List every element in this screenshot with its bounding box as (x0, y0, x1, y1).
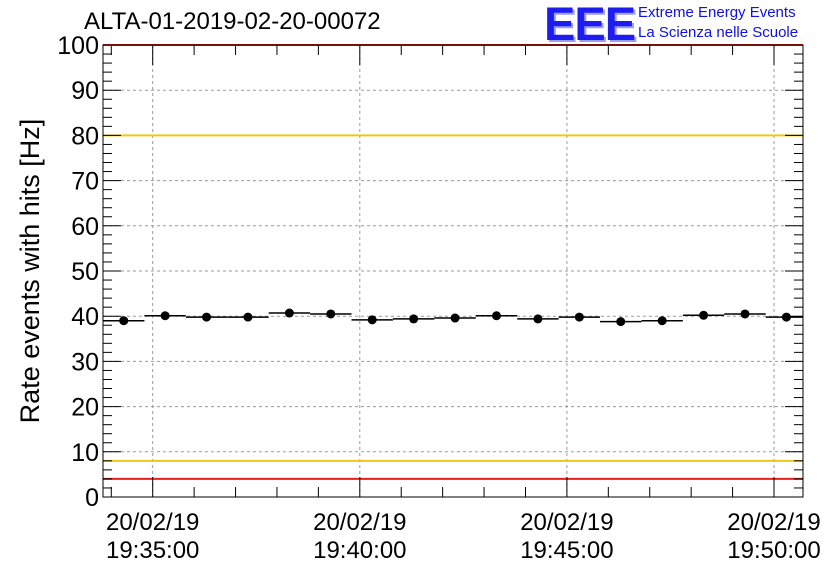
x-tick-label-time: 19:35:00 (106, 537, 199, 564)
y-tick-label: 30 (71, 348, 99, 376)
y-tick-label: 40 (71, 303, 99, 331)
y-tick-label: 0 (85, 484, 99, 512)
tick-labels: 010203040506070809010020/02/1919:35:0020… (57, 32, 820, 564)
y-tick-label: 10 (71, 439, 99, 467)
y-tick-label: 100 (57, 32, 99, 60)
data-point (491, 311, 501, 321)
data-point (450, 313, 460, 323)
data-point (284, 308, 294, 318)
x-tick-label-date: 20/02/19 (727, 509, 820, 536)
logo-line-1: Extreme Energy Events (638, 4, 796, 21)
chart-title: ALTA-01-2019-02-20-00072 (84, 8, 381, 35)
x-tick-label-time: 19:40:00 (313, 537, 406, 564)
grid-layer (103, 45, 803, 497)
tick-marks (103, 44, 803, 498)
x-tick-label-date: 20/02/19 (520, 509, 613, 536)
data-point (574, 312, 584, 322)
data-point (119, 316, 129, 326)
data-point (243, 312, 253, 322)
data-point (409, 314, 419, 324)
data-point (533, 314, 543, 324)
logo-line-2: La Scienza nelle Scuole (638, 24, 799, 41)
x-tick-label-date: 20/02/19 (106, 509, 199, 536)
x-tick-label-date: 20/02/19 (313, 509, 406, 536)
y-tick-label: 90 (71, 77, 99, 105)
threshold-lines (103, 44, 803, 480)
y-tick-label: 80 (71, 122, 99, 150)
y-tick-label: 70 (71, 168, 99, 196)
eee-logo-mark: EEE (544, 0, 636, 50)
data-points (103, 308, 803, 327)
x-tick-label-time: 19:45:00 (520, 537, 613, 564)
y-axis-label: Rate events with hits [Hz] (15, 119, 45, 424)
y-tick-label: 20 (71, 394, 99, 422)
data-point (699, 310, 709, 320)
x-tick-label-time: 19:50:00 (727, 537, 820, 564)
data-point (326, 309, 336, 319)
data-point (781, 312, 791, 322)
y-tick-label: 50 (71, 258, 99, 286)
y-tick-label: 60 (71, 213, 99, 241)
data-point (657, 316, 667, 326)
data-point (616, 317, 626, 327)
data-point (160, 311, 170, 321)
data-point (202, 312, 212, 322)
data-point (740, 309, 750, 319)
data-point (367, 315, 377, 325)
